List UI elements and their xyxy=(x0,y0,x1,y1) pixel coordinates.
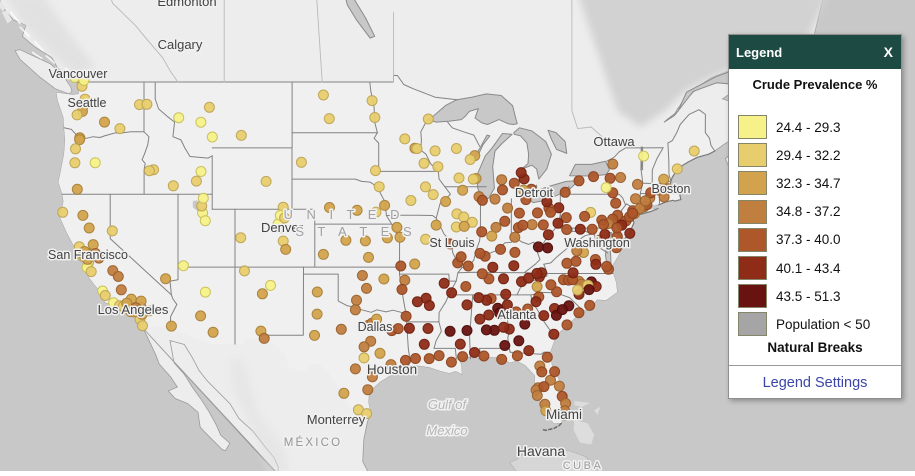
svg-text:Mexico: Mexico xyxy=(426,423,467,438)
svg-text:Detroit: Detroit xyxy=(515,185,554,200)
svg-text:CUBA: CUBA xyxy=(563,460,604,471)
svg-text:Miami: Miami xyxy=(546,407,582,422)
svg-text:Vancouver: Vancouver xyxy=(49,67,108,81)
svg-text:Boston: Boston xyxy=(652,182,691,196)
svg-text:San Francisco: San Francisco xyxy=(48,248,128,262)
svg-text:S T A T E S: S T A T E S xyxy=(295,224,416,239)
svg-text:Ottawa: Ottawa xyxy=(593,134,635,149)
svg-text:St Louis: St Louis xyxy=(429,236,474,250)
svg-text:Calgary: Calgary xyxy=(158,37,203,52)
svg-text:Washington: Washington xyxy=(564,236,630,250)
svg-text:MÉXICO: MÉXICO xyxy=(284,436,343,449)
svg-text:Dallas: Dallas xyxy=(358,320,393,334)
svg-text:Los Angeles: Los Angeles xyxy=(98,302,169,317)
svg-text:Monterrey: Monterrey xyxy=(307,412,366,427)
svg-text:Seattle: Seattle xyxy=(68,96,107,110)
svg-text:Atlanta: Atlanta xyxy=(498,308,537,322)
svg-text:U N I T E D: U N I T E D xyxy=(284,207,405,222)
svg-text:Gulf of: Gulf of xyxy=(428,397,468,412)
svg-text:Denver: Denver xyxy=(261,220,304,235)
svg-text:Houston: Houston xyxy=(367,362,417,377)
svg-text:Edmonton: Edmonton xyxy=(157,0,216,9)
svg-text:Havana: Havana xyxy=(517,443,565,459)
